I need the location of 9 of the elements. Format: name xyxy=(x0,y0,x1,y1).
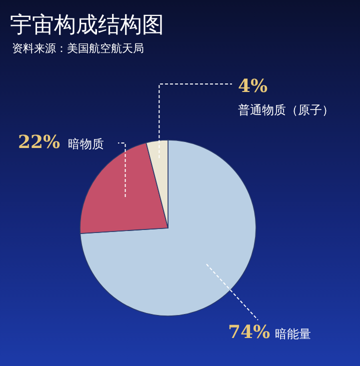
slice-label: 暗能量 xyxy=(275,327,311,341)
chart-subtitle: 资料来源：美国航空航天局 xyxy=(12,42,144,55)
chart-title: 宇宙构成结构图 xyxy=(10,13,164,38)
pie-slice xyxy=(80,140,256,316)
data-label: 4% xyxy=(238,76,268,97)
slice-label: 普通物质（原子） xyxy=(238,103,334,117)
slice-label: 暗物质 xyxy=(68,137,104,151)
data-label: 22% xyxy=(18,132,60,153)
data-label: 74% xyxy=(228,322,270,343)
